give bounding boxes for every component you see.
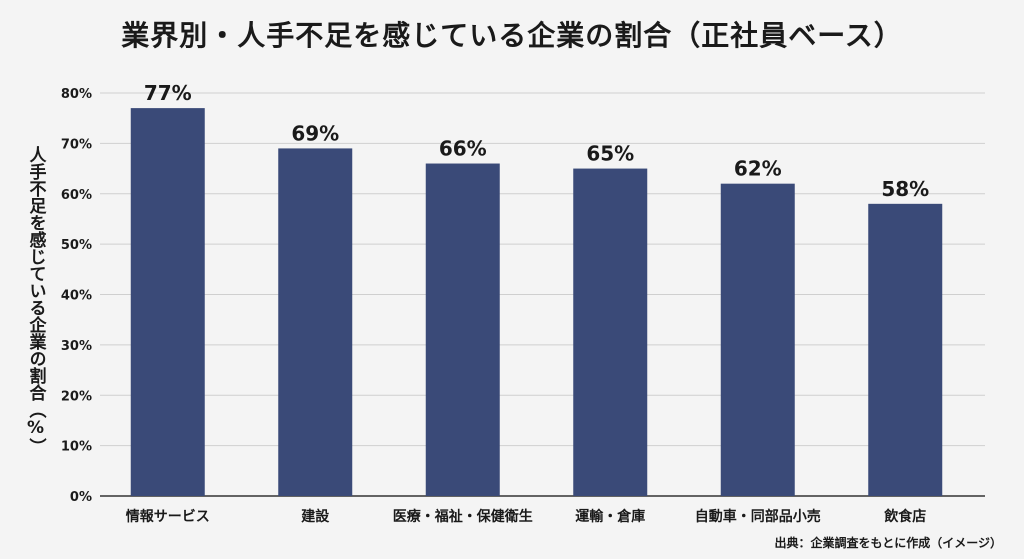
y-tick-label: 50% <box>61 238 92 253</box>
x-tick-label: 医療・福祉・保健衛生 <box>393 508 533 525</box>
data-label: 58% <box>881 177 929 201</box>
x-tick-label: 情報サービス <box>126 508 210 525</box>
axes: 0% 10% 20% 30% 40% 50% 60% 70% 80% <box>61 87 92 505</box>
y-tick-label: 30% <box>61 339 92 354</box>
bar <box>573 168 648 496</box>
y-tick-label: 60% <box>61 188 92 203</box>
y-tick-label: 10% <box>61 440 92 455</box>
x-tick-label: 自動車・同部品小売 <box>695 508 821 525</box>
bar <box>130 108 205 497</box>
data-label: 77% <box>144 81 192 105</box>
bar <box>278 148 353 496</box>
x-tick-label: 飲食店 <box>883 508 926 525</box>
y-axis-label: 人手不足を感じている企業の割合（%） <box>25 145 46 455</box>
bar <box>868 203 943 496</box>
x-tick-label: 運輸・倉庫 <box>575 508 645 525</box>
bar <box>720 183 795 497</box>
labels: 77% 情報サービス 69% 建設 66% 医療・福祉・保健衛生 65% 運輸・倉庫 62% 自動… <box>126 81 929 525</box>
y-tick-label: 80% <box>61 87 92 102</box>
grid-lines <box>100 92 985 497</box>
data-label: 65% <box>586 142 634 166</box>
bars <box>130 108 943 497</box>
y-tick-label: 20% <box>61 389 92 404</box>
x-tick-label: 建設 <box>301 508 330 525</box>
y-tick-label: 40% <box>61 289 92 304</box>
source-note: 出典：企業調査をもとに作成（イメージ） <box>774 536 1002 550</box>
data-label: 66% <box>439 137 487 161</box>
y-tick-label: 0% <box>70 490 92 505</box>
data-label: 69% <box>291 121 339 145</box>
data-label: 62% <box>734 157 782 181</box>
bar <box>425 163 500 496</box>
chart-title: 業界別・人手不足を感じている企業の割合（正社員ベース） <box>121 19 903 52</box>
y-tick-label: 70% <box>61 137 92 152</box>
